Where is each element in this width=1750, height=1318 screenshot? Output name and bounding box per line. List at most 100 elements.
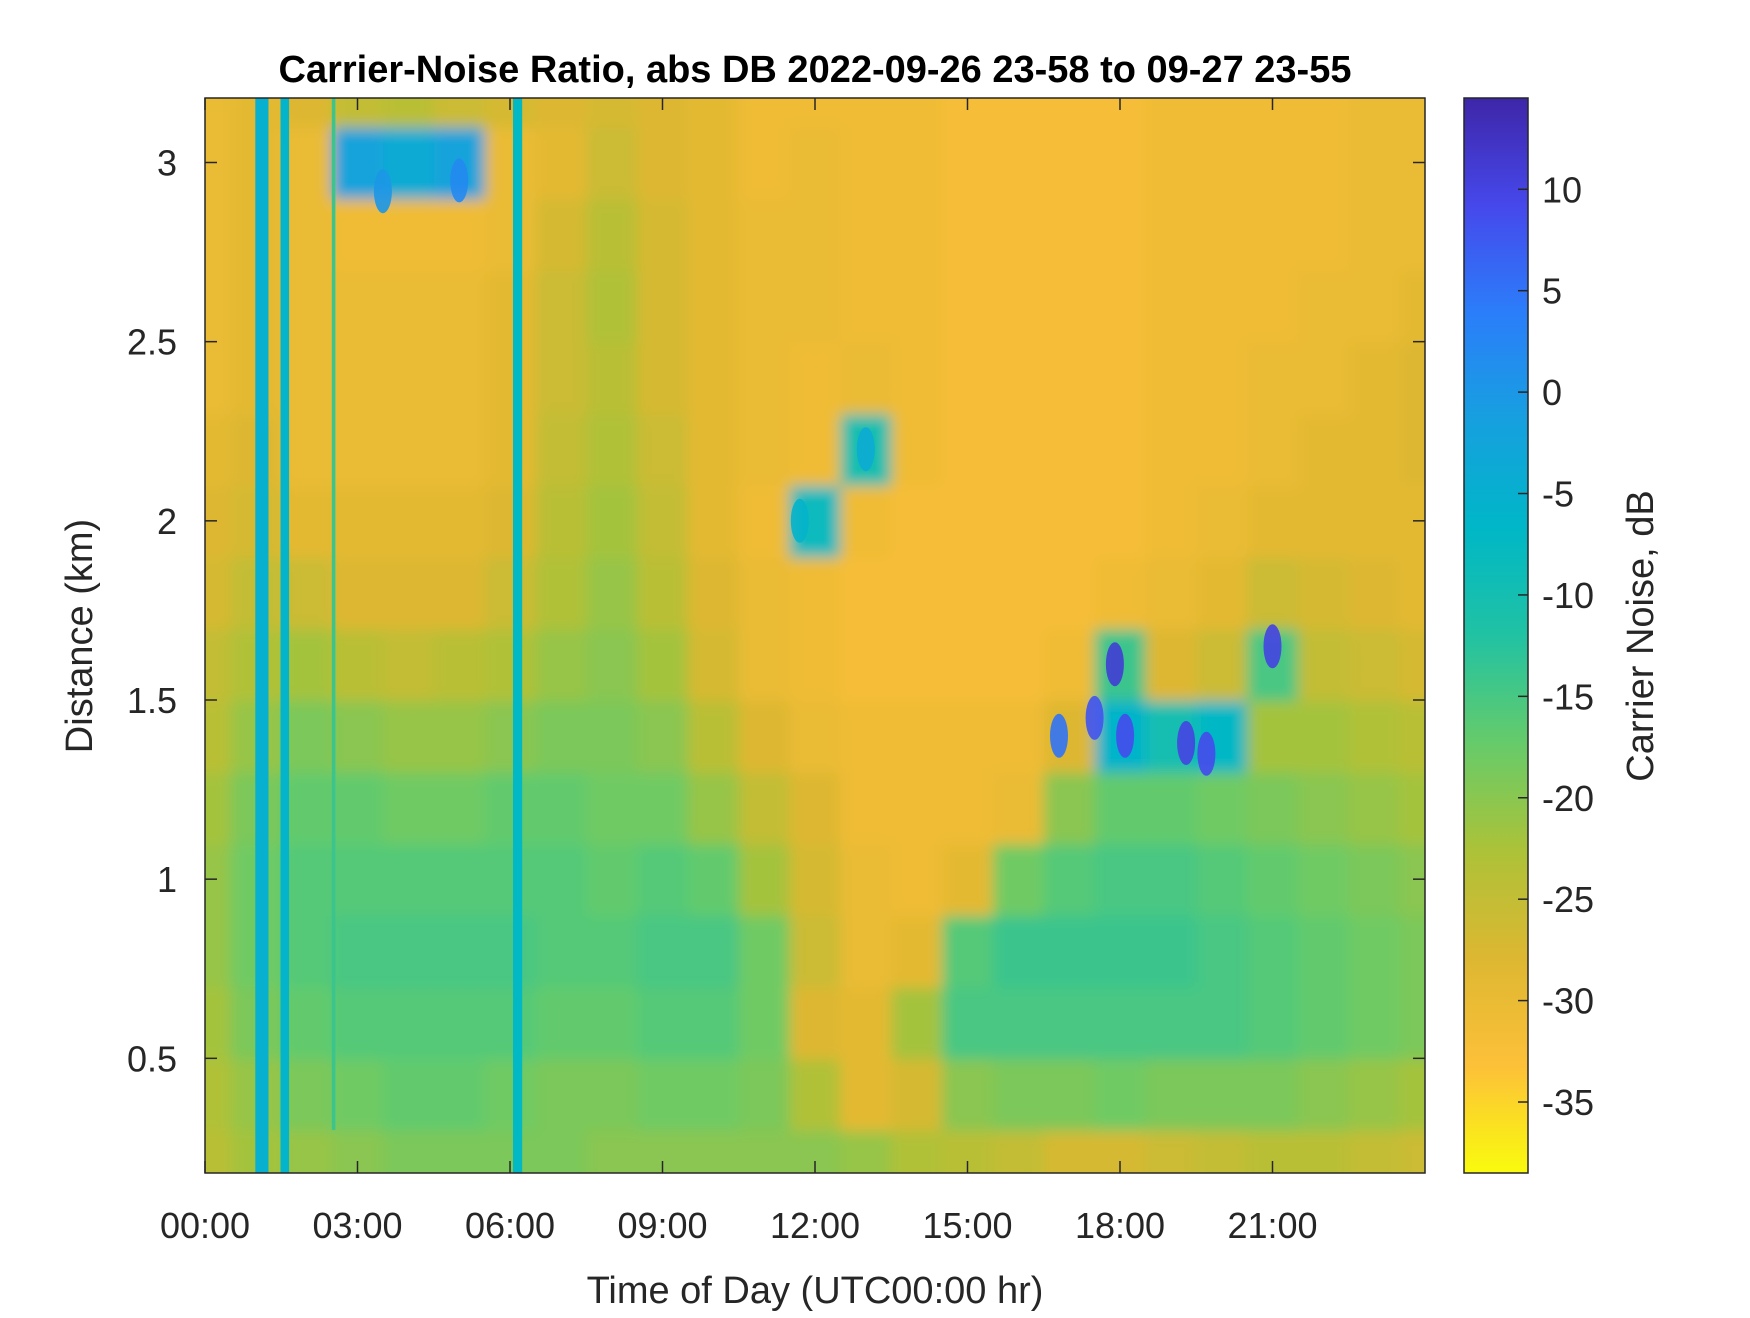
- heatmap-cell: [1399, 1058, 1425, 1131]
- heatmap-cell: [382, 986, 435, 1060]
- heatmap-cell: [1043, 126, 1096, 200]
- heatmap-cell: [1348, 700, 1401, 773]
- heatmap-cell: [433, 198, 486, 271]
- heatmap-cell: [1297, 413, 1350, 486]
- heatmap-cell: [992, 843, 1045, 916]
- heatmap-cell: [637, 556, 689, 630]
- heatmap-cell: [1145, 1130, 1198, 1173]
- heatmap-cell: [942, 270, 994, 343]
- heatmap-cell: [891, 98, 944, 128]
- heatmap-cell: [1399, 413, 1425, 486]
- heatmap-cell: [382, 915, 435, 988]
- heatmap-cell: [1196, 1130, 1249, 1173]
- heatmap-cell: [1043, 843, 1096, 916]
- heatmap-cell: [586, 628, 639, 701]
- heatmap-cell: [1145, 556, 1198, 630]
- heatmap-cell: [1145, 341, 1198, 415]
- heatmap-cell: [789, 915, 842, 988]
- heatmap-cell: [687, 843, 740, 916]
- heatmap-cell: [1196, 198, 1249, 271]
- heatmap-cell: [484, 341, 537, 415]
- heatmap-cell: [205, 628, 232, 701]
- heatmap-cell: [586, 843, 639, 916]
- heatmap-cell: [281, 843, 334, 916]
- heatmap-cell: [1196, 485, 1249, 558]
- heatmap-cell: [1297, 1058, 1350, 1131]
- heatmap-cell: [789, 628, 842, 701]
- heatmap-cell: [942, 915, 994, 988]
- heatmap-cell: [789, 126, 842, 200]
- y-tick-label: 2.5: [127, 322, 177, 363]
- heatmap-cell: [484, 700, 537, 773]
- x-axis: 00:00 03:00 06:00 09:00 12:00 15:00 18:00 21:00: [160, 98, 1318, 1246]
- heatmap-cell: [1348, 771, 1401, 845]
- heatmap-cell: [942, 1058, 994, 1131]
- heatmap-cell: [840, 843, 893, 916]
- heatmap-cell: [586, 556, 639, 630]
- heatmap-cell: [332, 1058, 384, 1131]
- heatmap-cell: [992, 341, 1045, 415]
- heatmap-cell: [1094, 1058, 1147, 1131]
- heatmap-blob: [790, 498, 809, 543]
- heatmap-cell: [1348, 198, 1401, 271]
- heatmap-cell: [1043, 1130, 1096, 1173]
- heatmap-cell: [586, 198, 639, 271]
- heatmap-cell: [1247, 986, 1299, 1060]
- heatmap-cell: [891, 700, 944, 773]
- heatmap-cell: [992, 771, 1045, 845]
- heatmap-cell: [281, 1130, 334, 1173]
- heatmap-cell: [637, 341, 689, 415]
- heatmap-cell: [637, 270, 689, 343]
- heatmap-cell: [1196, 843, 1249, 916]
- heatmap-cell: [1145, 771, 1198, 845]
- heatmap-cell: [1348, 126, 1401, 200]
- heatmap-cell: [535, 270, 588, 343]
- heatmap-cell: [484, 198, 537, 271]
- heatmap-cell: [1297, 843, 1350, 916]
- heatmap-cell: [1145, 270, 1198, 343]
- heatmap-cell: [942, 771, 994, 845]
- heatmap-cell: [1043, 986, 1096, 1060]
- heatmap-cell: [281, 771, 334, 845]
- x-tick-label: 06:00: [465, 1205, 555, 1246]
- heatmap-cell: [840, 198, 893, 271]
- heatmap-cell: [1297, 485, 1350, 558]
- x-tick-label: 18:00: [1075, 1205, 1165, 1246]
- heatmap-cell: [942, 700, 994, 773]
- heatmap-cell: [1399, 628, 1425, 701]
- heatmap-cell: [332, 270, 384, 343]
- heatmap-cell: [1094, 771, 1147, 845]
- heatmap-streak: [513, 98, 523, 1173]
- heatmap-cell: [840, 986, 893, 1060]
- heatmap-cell: [433, 485, 486, 558]
- heatmap-cell: [1043, 341, 1096, 415]
- heatmap-cell: [1043, 915, 1096, 988]
- heatmap-cell: [891, 843, 944, 916]
- heatmap-layer: [205, 98, 1425, 1173]
- heatmap-cell: [891, 485, 944, 558]
- heatmap-cell: [738, 628, 791, 701]
- heatmap-blob: [1116, 713, 1135, 758]
- heatmap-cell: [484, 556, 537, 630]
- heatmap-cell: [382, 628, 435, 701]
- heatmap-cell: [942, 986, 994, 1060]
- heatmap-cell: [1043, 1058, 1096, 1131]
- heatmap-cell: [1145, 628, 1198, 701]
- heatmap-cell: [433, 628, 486, 701]
- heatmap-cell: [1348, 843, 1401, 916]
- heatmap-cell: [738, 556, 791, 630]
- heatmap-cell: [942, 485, 994, 558]
- colorbar-tick-label: -30: [1542, 981, 1594, 1022]
- colorbar-tick-label: -5: [1542, 474, 1574, 515]
- heatmap-cell: [586, 270, 639, 343]
- colorbar-tick-label: 10: [1542, 169, 1582, 210]
- heatmap-blob: [1263, 624, 1282, 669]
- heatmap-cell: [891, 341, 944, 415]
- heatmap-cell: [1196, 126, 1249, 200]
- heatmap-cell: [1297, 986, 1350, 1060]
- heatmap-cell: [281, 198, 334, 271]
- heatmap-cell: [738, 771, 791, 845]
- heatmap-cell: [586, 700, 639, 773]
- heatmap-cell: [789, 270, 842, 343]
